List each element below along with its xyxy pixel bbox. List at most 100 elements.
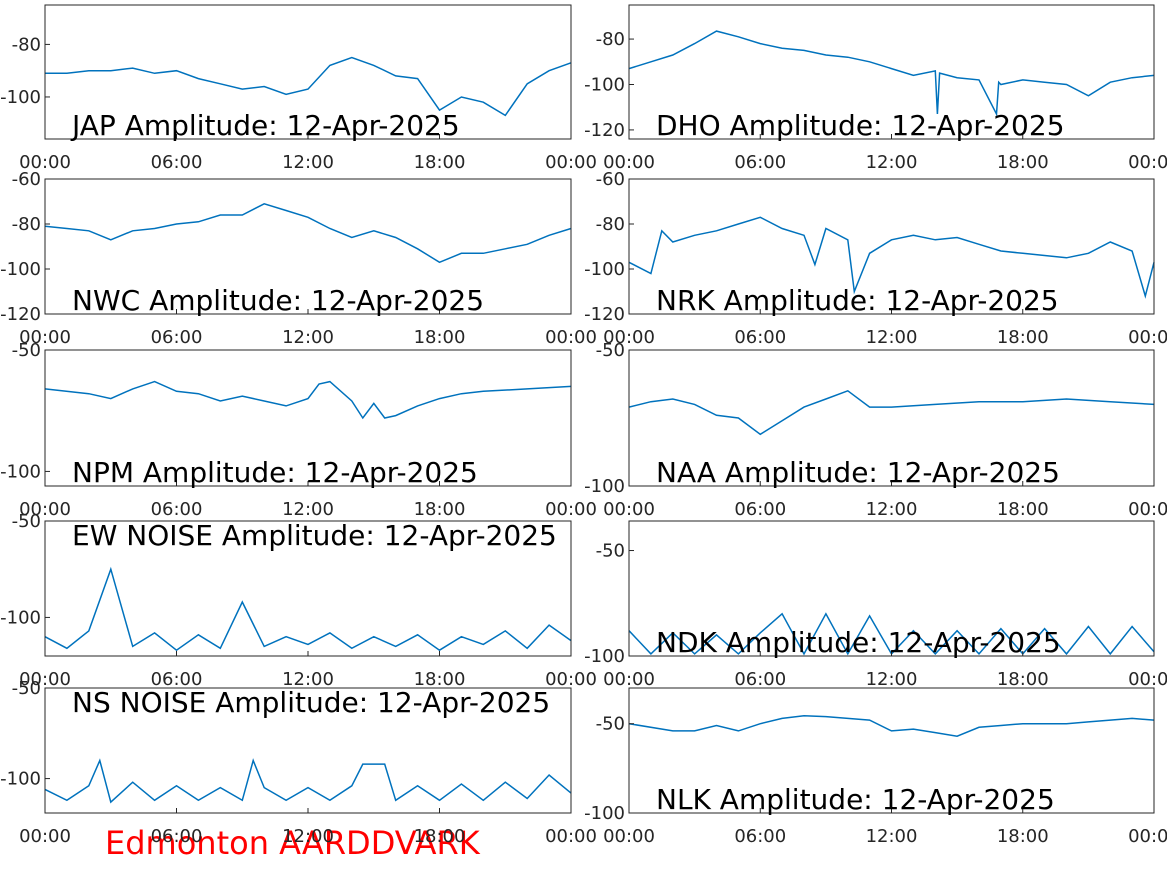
y-tick-label: -50 <box>596 541 625 562</box>
plot-area <box>45 5 571 139</box>
x-tick-label: 12:00 <box>866 669 918 690</box>
y-tick-label: -80 <box>12 214 41 235</box>
x-tick-label: 12:00 <box>866 327 918 348</box>
x-tick-label: 12:00 <box>866 826 918 847</box>
y-tick-label: -50 <box>12 340 41 361</box>
x-tick-label: 06:00 <box>734 327 786 348</box>
x-tick-label: 06:00 <box>151 499 203 520</box>
x-tick-label: 06:00 <box>734 152 786 173</box>
y-tick-label: -80 <box>12 34 41 55</box>
x-tick-label: 12:00 <box>282 826 334 847</box>
x-tick-label: 00:00 <box>1128 152 1167 173</box>
x-tick-label: 00:00 <box>545 669 597 690</box>
x-tick-label: 00:00 <box>603 826 655 847</box>
signal-line <box>628 389 1155 436</box>
signal-line <box>628 30 1155 117</box>
y-tick-label: -50 <box>596 340 625 361</box>
y-tick-label: -100 <box>584 259 625 280</box>
x-tick-label: 18:00 <box>997 152 1049 173</box>
x-tick-label: 00:00 <box>1128 327 1167 348</box>
signal-line <box>628 216 1155 299</box>
panel-title: NDK Amplitude: 12-Apr-2025 <box>656 626 1061 659</box>
y-tick-label: -50 <box>596 714 625 735</box>
x-tick-label: 12:00 <box>866 152 918 173</box>
x-tick-label: 06:00 <box>734 826 786 847</box>
x-tick-label: 00:00 <box>19 669 71 690</box>
station-label: Edmonton AARDDVARK <box>105 824 481 862</box>
x-tick-label: 00:00 <box>19 327 71 348</box>
x-tick-label: 00:00 <box>1128 669 1167 690</box>
y-tick-label: -120 <box>584 304 625 325</box>
x-tick-label: 12:00 <box>282 499 334 520</box>
signal-line <box>44 380 572 420</box>
signal-line <box>44 202 572 264</box>
y-tick-label: -100 <box>584 476 625 497</box>
x-tick-label: 06:00 <box>151 152 203 173</box>
x-tick-label: 18:00 <box>997 669 1049 690</box>
x-tick-label: 18:00 <box>997 499 1049 520</box>
x-tick-label: 00:00 <box>1128 499 1167 520</box>
plot-area <box>629 179 1154 314</box>
x-tick-label: 00:00 <box>19 499 71 520</box>
signal-line <box>44 566 572 652</box>
x-tick-label: 00:00 <box>603 152 655 173</box>
x-tick-label: 18:00 <box>414 499 466 520</box>
y-tick-label: -100 <box>0 461 41 482</box>
x-tick-label: 18:00 <box>414 327 466 348</box>
y-tick-label: -100 <box>584 74 625 95</box>
plot-area <box>629 688 1154 813</box>
y-tick-label: -120 <box>584 120 625 141</box>
y-tick-label: -100 <box>584 646 625 667</box>
x-tick-label: 18:00 <box>414 669 466 690</box>
plot-area <box>45 688 571 813</box>
x-tick-label: 12:00 <box>282 327 334 348</box>
panel-title: NPM Amplitude: 12-Apr-2025 <box>72 456 478 489</box>
x-tick-label: 06:00 <box>151 327 203 348</box>
y-tick-label: -120 <box>0 304 41 325</box>
signal-line <box>45 56 572 117</box>
panel-title: DHO Amplitude: 12-Apr-2025 <box>656 109 1065 142</box>
x-tick-label: 00:00 <box>603 669 655 690</box>
x-tick-label: 06:00 <box>151 669 203 690</box>
x-tick-label: 00:00 <box>545 499 597 520</box>
y-tick-label: -100 <box>0 607 41 628</box>
signal-line <box>628 714 1155 737</box>
panel-title: NRK Amplitude: 12-Apr-2025 <box>656 284 1059 317</box>
plot-area <box>629 521 1154 656</box>
x-tick-label: 06:00 <box>734 669 786 690</box>
y-tick-label: -60 <box>596 169 625 190</box>
x-tick-label: 00:00 <box>545 152 597 173</box>
x-tick-label: 18:00 <box>414 826 466 847</box>
panel-title: JAP Amplitude: 12-Apr-2025 <box>70 109 460 142</box>
x-tick-label: 06:00 <box>734 499 786 520</box>
x-tick-label: 18:00 <box>997 327 1049 348</box>
panel-title: NS NOISE Amplitude: 12-Apr-2025 <box>72 686 550 719</box>
x-tick-label: 18:00 <box>414 152 466 173</box>
x-tick-label: 12:00 <box>282 669 334 690</box>
signal-line <box>44 758 572 804</box>
x-tick-label: 18:00 <box>997 826 1049 847</box>
x-tick-label: 00:00 <box>603 327 655 348</box>
plot-area <box>45 179 571 314</box>
x-tick-label: 00:00 <box>19 152 71 173</box>
y-tick-label: -100 <box>0 259 41 280</box>
x-tick-label: 00:00 <box>1128 826 1167 847</box>
y-tick-label: -80 <box>596 214 625 235</box>
x-tick-label: 00:00 <box>545 327 597 348</box>
y-tick-label: -50 <box>12 678 41 699</box>
plot-area <box>45 521 571 656</box>
x-tick-label: 00:00 <box>545 826 597 847</box>
panel-title: EW NOISE Amplitude: 12-Apr-2025 <box>72 519 557 552</box>
y-tick-label: -80 <box>596 29 625 50</box>
x-tick-label: 00:00 <box>19 826 71 847</box>
plot-area <box>45 350 571 486</box>
y-tick-label: -100 <box>0 87 41 108</box>
y-tick-label: -100 <box>0 769 41 790</box>
x-tick-label: 12:00 <box>282 152 334 173</box>
x-tick-label: 00:00 <box>603 499 655 520</box>
y-tick-label: -100 <box>584 803 625 824</box>
panel-title: NLK Amplitude: 12-Apr-2025 <box>656 783 1055 816</box>
y-tick-label: -50 <box>12 511 41 532</box>
